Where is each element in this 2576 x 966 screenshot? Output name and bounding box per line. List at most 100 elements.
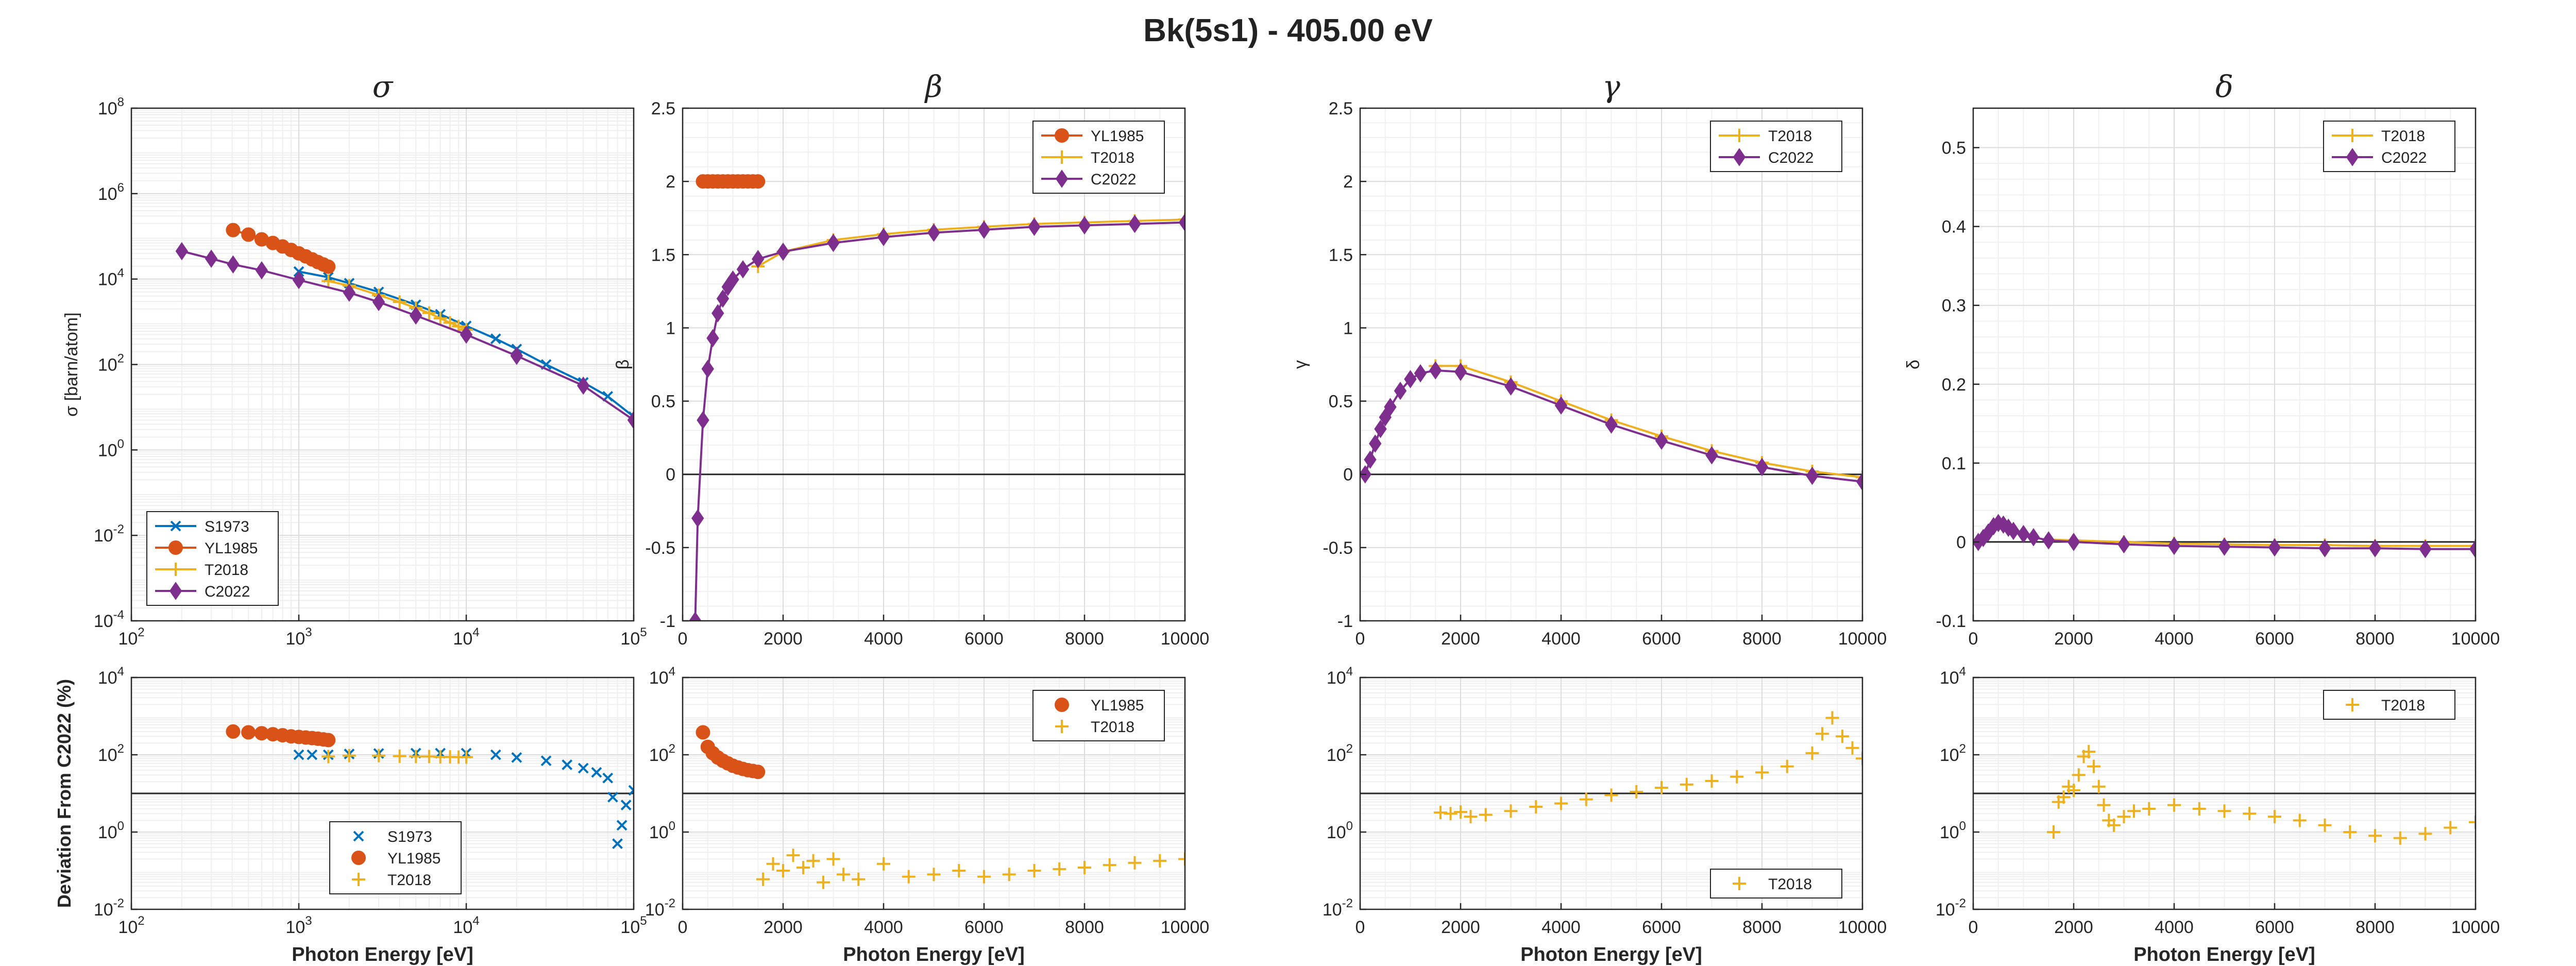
point-t2018	[756, 872, 770, 886]
y-tick-label: 1	[666, 318, 675, 338]
point-c2022	[2067, 533, 2080, 551]
x-tick-label: 4000	[2155, 918, 2194, 937]
legend-entry-s1973: S1973	[353, 828, 432, 845]
y-tick-label: 0	[1343, 465, 1353, 485]
legend-label: T2018	[1768, 876, 1812, 893]
y-tick-label: 2.5	[1329, 99, 1353, 118]
point-c2022	[2007, 521, 2020, 540]
point-s1973	[293, 749, 304, 760]
legend-label: C2022	[1768, 149, 1814, 166]
legend: T2018	[2323, 690, 2455, 720]
point-t2018	[1856, 752, 1862, 766]
point-t2018	[902, 870, 916, 884]
legend-box	[2323, 690, 2455, 720]
legend-marker	[2346, 129, 2359, 142]
axes-box	[1972, 676, 2477, 910]
point-c2022	[1806, 466, 1819, 485]
legend-entry-yl1985: YL1985	[155, 540, 258, 557]
legend-label: YL1985	[1091, 697, 1144, 714]
x-tick-label: 4000	[1541, 918, 1581, 937]
x-tick-label: 2000	[2054, 629, 2093, 649]
x-tick-label: 2000	[2054, 918, 2093, 937]
panel-3: 0 2000 4000 6000 8000 10000 -1 -0.5 0 0.5 1 1.5 2 2.5…	[1291, 69, 1887, 649]
point-t2018	[1027, 864, 1041, 877]
legend-label: YL1985	[205, 540, 258, 557]
x-tick-label: 8000	[2355, 629, 2395, 649]
point-t2018	[1454, 805, 1467, 819]
legend-entry-c2022: C2022	[1041, 170, 1136, 188]
legend-entry-t2018: T2018	[352, 872, 431, 889]
point-t2018	[1053, 862, 1066, 876]
series-line-t2018	[2048, 538, 2476, 547]
point-t2018	[2393, 831, 2407, 845]
x-tick-label: 0	[1355, 918, 1365, 937]
point-c2022	[977, 221, 991, 239]
point-t2018	[2067, 784, 2080, 798]
point-t2018	[1836, 730, 1849, 743]
y-tick-label: 102	[98, 742, 124, 765]
point-c2022	[1028, 217, 1041, 236]
point-s1973	[540, 755, 552, 767]
point-s1973	[620, 800, 632, 810]
point-t2018	[786, 849, 800, 862]
point-c2022	[409, 306, 422, 325]
legend-label: T2018	[2381, 128, 2425, 145]
point-t2018	[321, 750, 335, 764]
point-c2022	[1379, 408, 1392, 427]
point-t2018	[1128, 856, 1142, 870]
legend-box	[1710, 869, 1842, 899]
point-t2018	[2167, 798, 2181, 812]
point-t2018	[837, 868, 850, 882]
point-t2018	[2142, 802, 2156, 816]
point-c2022	[1705, 446, 1718, 465]
point-yl1985	[751, 174, 766, 189]
x-tick-label: 0	[678, 629, 688, 649]
point-yl1985	[321, 259, 336, 274]
point-t2018	[422, 750, 436, 764]
series-yl1985	[226, 724, 336, 748]
panel-title: δ	[2215, 69, 2233, 104]
point-t2018	[2418, 827, 2432, 841]
point-c2022	[1384, 398, 1397, 416]
point-t2018	[826, 852, 840, 866]
point-c2022	[1454, 362, 1467, 381]
point-t2018	[443, 316, 457, 330]
point-c2022	[577, 376, 590, 395]
legend-marker	[169, 582, 182, 600]
x-tick-label: 8000	[1742, 629, 1782, 649]
point-c2022	[1364, 450, 1377, 469]
legend: S1973 YL1985 T2018 C2022	[146, 511, 279, 606]
point-t2018	[2047, 825, 2060, 839]
legend-label: YL1985	[387, 850, 440, 867]
y-axis-label: σ [barn/atom]	[62, 312, 81, 416]
legend: S1973 YL1985 T2018	[329, 821, 462, 894]
point-t2018	[1178, 852, 1185, 866]
series-group	[226, 724, 634, 849]
y-tick-label: 104	[1940, 665, 1966, 688]
series-c2022	[1973, 514, 2476, 558]
point-t2018	[1680, 777, 1693, 791]
point-c2022	[2218, 537, 2231, 556]
x-tick-label: 0	[1355, 629, 1365, 649]
point-yl1985	[241, 227, 256, 242]
y-axis-label: β	[613, 360, 633, 370]
point-c2022	[1554, 396, 1568, 415]
point-yl1985	[696, 725, 710, 740]
point-t2018	[2057, 790, 2071, 804]
point-c2022	[2419, 539, 2432, 558]
point-t2018	[422, 306, 436, 320]
point-c2022	[343, 283, 356, 302]
series-line-t2018	[1435, 365, 1862, 479]
legend-label: C2022	[2381, 149, 2427, 166]
point-s1973	[602, 772, 614, 784]
x-axis-label: Photon Energy [eV]	[292, 944, 473, 965]
point-s1973	[490, 749, 501, 760]
point-s1973	[511, 752, 522, 763]
point-t2018	[321, 274, 335, 288]
point-t2018	[2293, 814, 2307, 827]
point-c2022	[1856, 472, 1862, 491]
legend-entry-yl1985: YL1985	[1041, 128, 1144, 145]
ticks: 0 2000 4000 6000 8000 10000-0.100.10.20.30.40…	[1936, 139, 2500, 649]
